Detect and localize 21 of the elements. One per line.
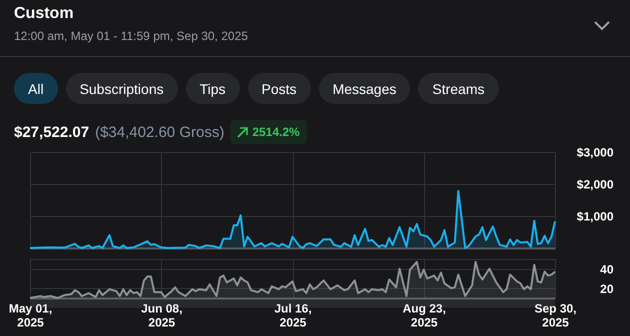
text: All [14, 73, 58, 104]
text: ($34,402.60 Gross) [95, 124, 224, 140]
x-tick-label: May 01, 2025 [8, 302, 52, 330]
chart-subtitle: 12:00 am, May 01 - 11:59 pm, Sep 30, 2025 [14, 29, 248, 43]
text: Messages [318, 73, 410, 104]
chart-title: Custom [14, 5, 74, 23]
text: $27,522.07 [14, 124, 90, 140]
y-tick-label: $3,000 [576, 146, 614, 160]
y-tick-label: 20 [600, 282, 614, 296]
y-tick-label: 40 [600, 262, 614, 276]
y-tick-label: $1,000 [576, 210, 614, 224]
text: Streams [418, 73, 498, 104]
text: Subscriptions [66, 73, 178, 104]
text: Tips [186, 73, 240, 104]
x-tick-label: Jun 08, 2025 [141, 302, 182, 330]
x-tick-label: Aug 23, 2025 [402, 302, 446, 330]
x-tick-label: Jul 16, 2025 [274, 302, 312, 330]
y-tick-label: $2,000 [576, 178, 614, 192]
x-tick-label: Sep 30, 2025 [534, 302, 577, 330]
text: Posts [248, 73, 311, 104]
text: 2514.2% [252, 125, 300, 139]
